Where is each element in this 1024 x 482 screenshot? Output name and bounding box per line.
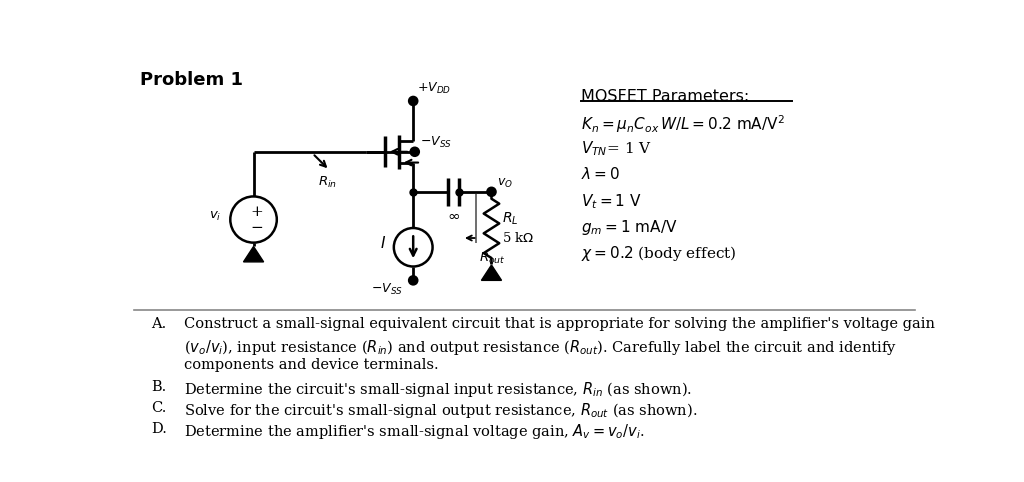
Text: D.: D. bbox=[152, 422, 167, 436]
Text: B.: B. bbox=[152, 379, 167, 394]
Text: 5 k$\Omega$: 5 k$\Omega$ bbox=[502, 230, 534, 245]
Text: $+V_{DD}$: $+V_{DD}$ bbox=[417, 81, 452, 96]
Text: $v_i$: $v_i$ bbox=[209, 210, 221, 223]
Text: $R_{out}$: $R_{out}$ bbox=[479, 251, 506, 266]
Text: components and device terminals.: components and device terminals. bbox=[183, 358, 438, 372]
Circle shape bbox=[409, 276, 418, 284]
Circle shape bbox=[409, 97, 418, 105]
Text: $g_m = 1\ \mathrm{mA/V}$: $g_m = 1\ \mathrm{mA/V}$ bbox=[582, 218, 678, 237]
Polygon shape bbox=[244, 246, 263, 262]
Text: $R_{in}$: $R_{in}$ bbox=[317, 175, 337, 190]
Text: $v_O$: $v_O$ bbox=[497, 176, 513, 189]
Text: Construct a small-signal equivalent circuit that is appropriate for solving the : Construct a small-signal equivalent circ… bbox=[183, 317, 935, 331]
Circle shape bbox=[411, 147, 419, 156]
Text: MOSFET Parameters:: MOSFET Parameters: bbox=[582, 89, 750, 104]
Polygon shape bbox=[481, 265, 502, 281]
Text: $\lambda = 0$: $\lambda = 0$ bbox=[582, 166, 621, 182]
Text: $\chi = 0.2$ (body effect): $\chi = 0.2$ (body effect) bbox=[582, 244, 737, 263]
Text: ($v_o/v_i$), input resistance ($R_{in}$) and output resistance ($R_{out}$). Care: ($v_o/v_i$), input resistance ($R_{in}$)… bbox=[183, 338, 897, 357]
Circle shape bbox=[487, 187, 496, 196]
Text: +: + bbox=[250, 205, 263, 219]
Text: $K_n = \mu_n C_{ox}\,W/L = 0.2\ \mathrm{mA/V^2}$: $K_n = \mu_n C_{ox}\,W/L = 0.2\ \mathrm{… bbox=[582, 113, 785, 135]
Text: $R_L$: $R_L$ bbox=[502, 211, 518, 228]
Text: $V_{TN}$= 1 V: $V_{TN}$= 1 V bbox=[582, 139, 652, 158]
Text: Determine the amplifier's small-signal voltage gain, $A_v = v_o/v_i$.: Determine the amplifier's small-signal v… bbox=[183, 422, 645, 442]
Text: $V_t = 1\ \mathrm{V}$: $V_t = 1\ \mathrm{V}$ bbox=[582, 192, 642, 211]
Text: $\infty$: $\infty$ bbox=[446, 209, 460, 223]
Text: $I$: $I$ bbox=[380, 235, 386, 252]
Text: $-V_{SS}$: $-V_{SS}$ bbox=[371, 282, 402, 297]
Text: Determine the circuit's small-signal input resistance, $R_{in}$ (as shown).: Determine the circuit's small-signal inp… bbox=[183, 379, 692, 399]
Text: Solve for the circuit's small-signal output resistance, $R_{out}$ (as shown).: Solve for the circuit's small-signal out… bbox=[183, 401, 697, 420]
Text: −: − bbox=[250, 221, 263, 235]
Text: C.: C. bbox=[152, 401, 167, 415]
Text: $-V_{SS}$: $-V_{SS}$ bbox=[420, 135, 452, 150]
Text: A.: A. bbox=[152, 317, 167, 331]
Text: Problem 1: Problem 1 bbox=[139, 71, 243, 89]
